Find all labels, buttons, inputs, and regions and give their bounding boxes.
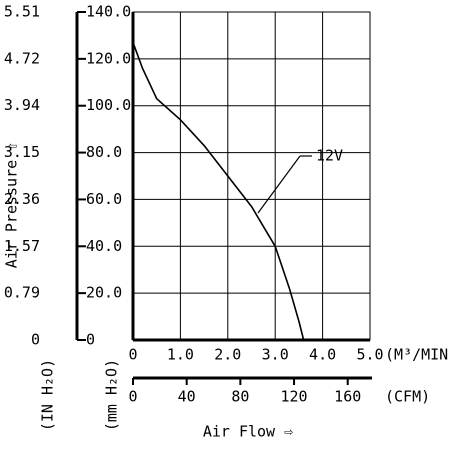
y-unit: (mm H₂O) [103, 359, 121, 431]
y-tick-label: 100.0 [86, 96, 131, 114]
x2-tick-label: 120 [280, 388, 307, 406]
y2-tick-label: 4.72 [4, 50, 40, 68]
annotation-leader [257, 155, 301, 214]
x2-tick-label: 160 [334, 388, 361, 406]
y2-tick-label: 1.57 [4, 237, 40, 255]
plot-frame [132, 11, 371, 341]
x-tick-label: 2.0 [214, 346, 241, 364]
curve [132, 42, 305, 341]
y-tick-label: 80.0 [86, 143, 122, 161]
x-tick-label: 3.0 [262, 346, 289, 364]
y2-tick-label: 2.36 [4, 190, 40, 208]
y2-tick-label: 5.51 [4, 3, 40, 21]
y2-tick-label: 0.79 [4, 283, 40, 301]
series-annotation: 12V [316, 147, 343, 165]
y-tick-label: 20.0 [86, 284, 122, 302]
y-tick-label: 0 [86, 331, 95, 349]
x-tick-label: 1.0 [167, 346, 194, 364]
x2-tick-label: 40 [178, 388, 196, 406]
x-tick-label: 5.0 [356, 346, 383, 364]
y2-tick-label: 0 [31, 331, 40, 349]
y-axis-title: Air Pressure ⇧ [3, 142, 21, 268]
y-tick-label: 60.0 [86, 190, 122, 208]
x-unit: (M³/MIN) [385, 346, 451, 364]
x-tick-label: 4.0 [309, 346, 336, 364]
y2-unit: (IN H₂O) [39, 359, 57, 431]
y2-tick-label: 3.94 [4, 96, 40, 114]
x2-unit: (CFM) [385, 388, 430, 406]
x2-tick-label: 0 [128, 388, 137, 406]
y-tick-label: 120.0 [86, 49, 131, 67]
y2-tick-label: 3.15 [4, 143, 40, 161]
x2-tick-label: 80 [231, 388, 249, 406]
x-tick-label: 0 [128, 346, 137, 364]
y-tick-label: 40.0 [86, 237, 122, 255]
x-axis-title: Air Flow ⇨ [203, 423, 293, 441]
y-tick-label: 140.0 [86, 3, 131, 21]
